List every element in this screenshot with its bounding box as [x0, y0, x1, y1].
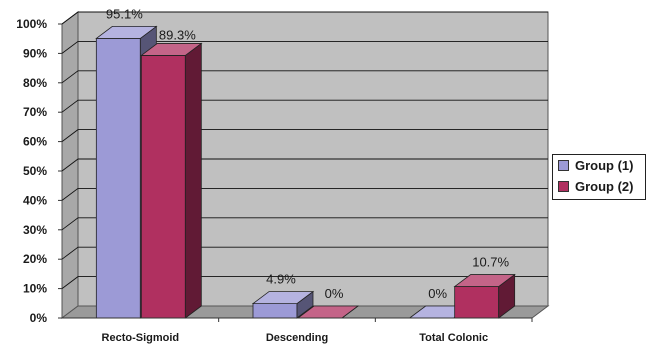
- bar-top: [140, 43, 203, 56]
- x-tick-label: Recto-Sigmoid: [102, 332, 180, 344]
- y-tick-label: 50%: [23, 164, 47, 178]
- bar: [251, 290, 315, 319]
- legend: Group (1) Group (2): [552, 154, 646, 200]
- bar-side: [184, 42, 202, 319]
- x-tick-label: Descending: [266, 332, 328, 344]
- bar-front: [95, 38, 141, 319]
- x-axis-labels: Recto-Sigmoid Descending Total Colonic: [102, 318, 533, 344]
- y-tick-label: 30%: [23, 223, 47, 237]
- y-tick-label: 90%: [23, 46, 47, 60]
- data-label: 0%: [325, 286, 344, 301]
- legend-item-group-2: Group (2): [553, 176, 645, 197]
- y-tick-label: 70%: [23, 105, 47, 119]
- data-label: 0%: [428, 286, 447, 301]
- gridline: [61, 129, 548, 142]
- legend-label-group-2: Group (2): [575, 179, 634, 194]
- bars: [95, 25, 516, 319]
- bar-top: [453, 274, 516, 287]
- gridline: [61, 99, 548, 113]
- bar-front: [252, 303, 298, 319]
- bar-front: [454, 286, 500, 319]
- legend-swatch-group-1: [558, 160, 569, 171]
- gridline: [61, 217, 548, 231]
- bar-front: [140, 55, 186, 319]
- gridline: [61, 70, 548, 84]
- x-tick-label: Total Colonic: [419, 332, 488, 344]
- y-tick-label: 20%: [23, 252, 47, 266]
- y-tick-label: 0%: [30, 311, 48, 325]
- y-tick-label: 100%: [16, 17, 47, 31]
- gridline: [61, 158, 548, 172]
- data-label: 95.1%: [106, 6, 143, 21]
- y-tick-label: 80%: [23, 76, 47, 90]
- legend-item-group-1: Group (1): [553, 155, 645, 176]
- legend-label-group-1: Group (1): [575, 158, 634, 173]
- y-axis-ticks: 0% 10% 20% 30% 40% 50% 60% 70% 80% 90% 100%: [16, 17, 62, 325]
- y-tick-label: 10%: [23, 282, 47, 296]
- data-label: 10.7%: [472, 255, 509, 270]
- gridline: [61, 246, 548, 260]
- gridline: [61, 187, 548, 201]
- gridline: [61, 276, 548, 289]
- y-tick-label: 40%: [23, 193, 47, 207]
- legend-swatch-group-2: [558, 181, 569, 192]
- bar: [453, 273, 516, 319]
- bar: [140, 42, 203, 319]
- bar-top: [251, 291, 315, 304]
- data-label: 4.9%: [266, 272, 296, 287]
- bar-top: [95, 26, 158, 39]
- gridlines: [61, 11, 548, 289]
- data-labels: 95.1% 89.3% 4.9% 0% 0% 10.7%: [106, 6, 510, 301]
- gridline: [61, 11, 548, 25]
- data-label: 89.3%: [159, 27, 196, 42]
- y-tick-label: 60%: [23, 135, 47, 149]
- gridline: [61, 40, 548, 54]
